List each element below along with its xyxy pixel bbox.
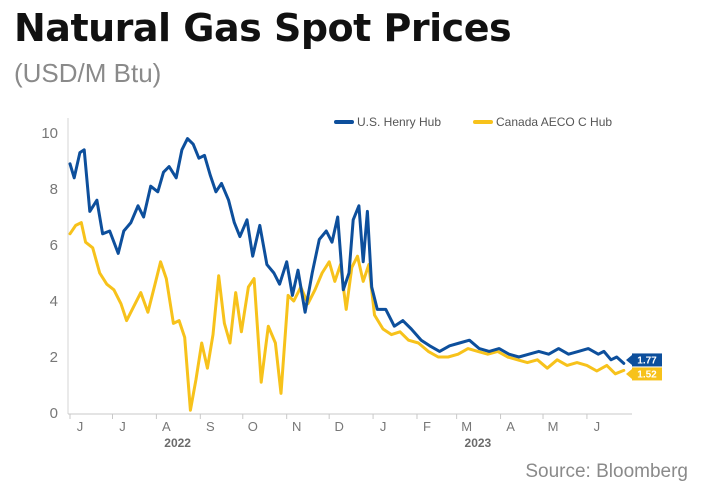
y-tick-label: 0	[50, 405, 58, 422]
x-tick-label: N	[292, 419, 301, 434]
x-tick-label: A	[162, 419, 171, 434]
legend: U.S. Henry Hub Canada AECO C Hub	[334, 115, 612, 129]
end-label-pointer	[626, 354, 632, 365]
chart-title: Natural Gas Spot Prices	[14, 6, 512, 50]
y-tick-label: 2	[50, 349, 58, 366]
source-note: Source: Bloomberg	[525, 461, 688, 482]
x-tick-label: J	[380, 419, 387, 434]
legend-label-henry-hub: U.S. Henry Hub	[357, 115, 441, 129]
series-layer	[68, 137, 626, 412]
x-tick-label: M	[548, 419, 559, 434]
x-tick-label: S	[206, 419, 215, 434]
year-label: 2022	[164, 436, 191, 450]
legend-label-aeco-hub: Canada AECO C Hub	[496, 115, 612, 129]
y-axis-ticks: 0 2 4 6 8 10	[41, 125, 58, 422]
end-label-0: 1.77	[626, 353, 662, 367]
x-tick-label: M	[461, 419, 472, 434]
chart-subtitle: (USD/M Btu)	[14, 58, 162, 88]
series-line-1	[68, 221, 626, 412]
x-tick-label: J	[77, 419, 84, 434]
end-label-value: 1.77	[637, 355, 657, 366]
end-value-labels: 1.77 1.52	[626, 353, 662, 381]
y-tick-label: 4	[50, 293, 58, 310]
end-label-pointer	[626, 368, 632, 379]
x-tick-label: D	[334, 419, 343, 434]
x-axis-year-labels: 2022 2023	[164, 436, 491, 450]
x-tick-label: A	[506, 419, 515, 434]
end-label-box	[632, 367, 662, 381]
legend-item-aeco-hub[interactable]: Canada AECO C Hub	[473, 115, 612, 129]
y-tick-label: 6	[50, 237, 58, 254]
series-line-0	[68, 137, 626, 365]
x-tick-label: J	[119, 419, 126, 434]
year-label: 2023	[465, 436, 492, 450]
x-tick-label: F	[423, 419, 431, 434]
end-label-box	[632, 353, 662, 367]
x-tick-label: O	[248, 419, 258, 434]
end-label-1: 1.52	[626, 367, 662, 381]
y-tick-label: 10	[41, 125, 58, 142]
y-tick-label: 8	[50, 181, 58, 198]
legend-item-henry-hub[interactable]: U.S. Henry Hub	[334, 115, 441, 129]
x-tick-label: J	[594, 419, 601, 434]
end-label-value: 1.52	[637, 369, 657, 380]
